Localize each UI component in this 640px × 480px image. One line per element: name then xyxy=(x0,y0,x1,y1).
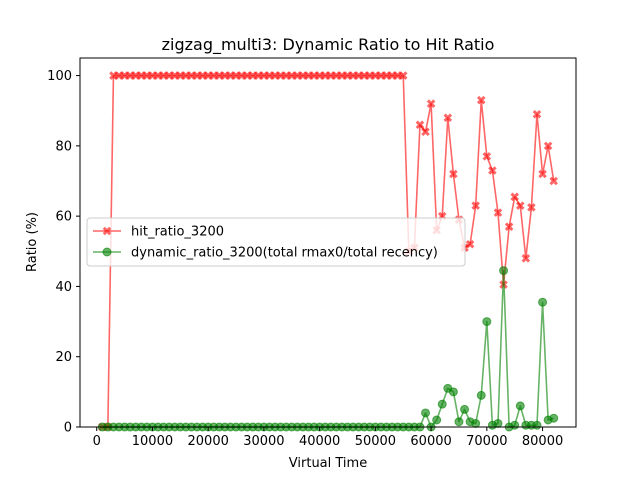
x-tick-label: 70000 xyxy=(466,434,507,449)
series-1-point xyxy=(476,95,486,105)
x-tick-label: 50000 xyxy=(355,434,396,449)
series-2-point xyxy=(515,401,525,411)
legend-label: hit_ratio_3200 xyxy=(131,225,224,240)
legend-marker xyxy=(102,247,112,257)
series-1-point xyxy=(488,166,497,175)
series-2-point xyxy=(460,404,470,414)
series-1-point xyxy=(443,113,453,123)
series-2-point xyxy=(538,297,548,307)
y-tick-label: 100 xyxy=(47,69,72,84)
x-axis-title: Virtual Time xyxy=(289,456,367,471)
x-tick-label: 20000 xyxy=(188,434,229,449)
series-2-point xyxy=(437,399,447,409)
series-1-point xyxy=(504,222,514,231)
series-2-point xyxy=(421,408,431,418)
x-tick-label: 40000 xyxy=(299,434,340,449)
series-1-point xyxy=(421,127,430,137)
legend-item: dynamic_ratio_3200(total rmax0/total rec… xyxy=(93,246,438,261)
x-tick-label: 10000 xyxy=(132,434,173,449)
series-2-point xyxy=(448,387,458,397)
series-1-point xyxy=(415,120,425,130)
series-2-point xyxy=(493,418,503,428)
legend-box xyxy=(86,217,466,267)
legend: hit_ratio_3200 dynamic_ratio_3200(total r… xyxy=(86,217,466,267)
series-1-point xyxy=(471,201,480,210)
y-axis-title: Ratio (%) xyxy=(25,212,40,272)
series-1-point xyxy=(521,254,531,263)
x-axis: 0 10000 20000 30000 40000 50000 60000 70000 8000… xyxy=(93,427,563,449)
legend-item: hit_ratio_3200 xyxy=(93,225,224,240)
series-1-point xyxy=(482,152,492,161)
x-tick-label: 80000 xyxy=(522,434,563,449)
series-2-point xyxy=(432,415,442,425)
series-1-point xyxy=(398,71,408,80)
x-tick-label: 60000 xyxy=(410,434,451,449)
series-1-point xyxy=(493,208,503,217)
chart-title: zigzag_multi3: Dynamic Ratio to Hit Rati… xyxy=(162,35,495,55)
series-1-point xyxy=(543,141,553,151)
series-2-point xyxy=(454,417,464,427)
series-2-point xyxy=(471,418,481,428)
series-1-point xyxy=(516,201,525,210)
y-tick-label: 60 xyxy=(55,210,72,225)
y-tick-label: 40 xyxy=(55,280,72,295)
y-axis: 0 20 40 60 80 100 xyxy=(47,69,80,436)
plot-frame xyxy=(79,57,577,428)
x-tick-label: 30000 xyxy=(243,434,284,449)
series-1-point xyxy=(549,176,558,186)
series-1-point xyxy=(532,109,542,119)
legend-marker xyxy=(102,226,112,236)
y-tick-label: 0 xyxy=(64,421,72,436)
series-2-point xyxy=(499,266,509,276)
series-line-1 xyxy=(102,74,555,428)
series-1-point xyxy=(510,192,519,202)
series-1-point xyxy=(449,169,458,179)
series-2-point xyxy=(482,317,492,327)
y-tick-label: 20 xyxy=(55,350,72,365)
series-1-point xyxy=(538,169,547,179)
series-2-point xyxy=(532,420,542,430)
series-1-point xyxy=(465,239,475,249)
series-1-point xyxy=(426,99,436,108)
y-tick-label: 80 xyxy=(55,139,72,154)
series-2-point xyxy=(476,390,486,400)
series-2-point xyxy=(510,420,520,430)
series-1-point xyxy=(527,203,536,212)
series-2-point xyxy=(549,413,559,423)
legend-label: dynamic_ratio_3200(total rmax0/total rec… xyxy=(131,246,438,261)
x-tick-label: 0 xyxy=(93,434,101,449)
